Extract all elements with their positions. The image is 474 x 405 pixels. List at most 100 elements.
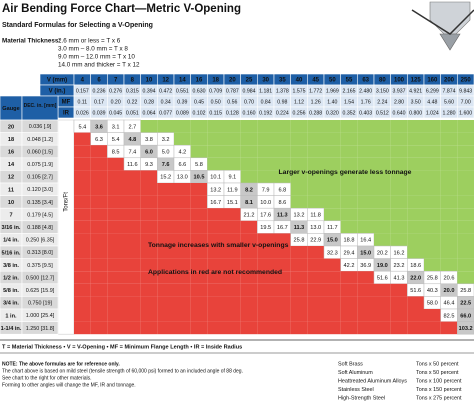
red-cell — [190, 296, 208, 309]
red-cell — [290, 283, 308, 297]
green-cell — [407, 170, 424, 183]
force-value: 9.3 — [145, 162, 153, 168]
red-cell — [257, 309, 274, 322]
annotation-red: Applications in red are not recommended — [148, 269, 282, 276]
red-cell — [124, 183, 141, 196]
gauge-label: Gauge — [2, 106, 19, 112]
green-cell — [290, 145, 308, 158]
green-cell — [440, 170, 458, 183]
header-mf: 0.39 — [177, 99, 187, 105]
red-cell — [274, 296, 291, 309]
force-value: 103.2 — [459, 326, 473, 332]
green-cell — [407, 233, 424, 246]
red-cell — [190, 309, 208, 322]
header-v-in: 0.787 — [226, 88, 239, 94]
red-cell — [107, 258, 124, 272]
red-cell — [140, 271, 158, 284]
red-cell — [324, 321, 341, 335]
green-cell — [457, 271, 474, 284]
material-factor: Tons x 50 percent — [416, 370, 459, 376]
header-v-in: 1.772 — [309, 88, 322, 94]
header-v-mm: 160 — [427, 78, 438, 84]
green-cell — [440, 120, 458, 133]
header-mf: 5.60 — [444, 99, 454, 105]
red-cell — [124, 309, 141, 322]
force-value: 13.2 — [294, 212, 305, 218]
red-cell — [440, 321, 458, 335]
green-cell — [324, 208, 341, 221]
red-cell — [257, 233, 274, 246]
red-cell — [124, 321, 141, 335]
material-name: Heattreated Aluminum Alloys — [338, 378, 407, 384]
red-cell — [124, 283, 141, 297]
green-cell — [407, 145, 424, 158]
green-cell — [357, 170, 374, 183]
red-cell — [340, 321, 358, 335]
red-cell — [90, 157, 108, 171]
red-cell — [190, 283, 208, 297]
header-v-in: 9.843 — [459, 88, 472, 94]
force-value: 18.8 — [344, 238, 355, 244]
red-cell — [324, 309, 341, 322]
red-cell — [174, 246, 191, 259]
red-cell — [207, 271, 224, 284]
green-cell — [357, 208, 374, 221]
red-cell — [190, 220, 208, 234]
red-cell — [174, 271, 191, 284]
force-value: 11.7 — [327, 225, 337, 231]
green-cell — [307, 183, 324, 196]
header-mf: 0.70 — [244, 99, 254, 105]
header-v-mm: 45 — [312, 78, 319, 84]
green-cell — [424, 195, 441, 209]
red-cell — [74, 258, 91, 272]
red-cell — [90, 283, 108, 297]
material-name: High-Strength Steel — [338, 395, 385, 401]
header-ir: 1.024 — [426, 110, 439, 116]
red-cell — [74, 271, 91, 284]
red-cell — [157, 321, 174, 335]
red-cell — [140, 195, 158, 209]
header-mf: 0.11 — [77, 99, 87, 105]
green-cell — [190, 132, 208, 146]
formula: 9.0 mm – 12.0 mm = T x 10 — [58, 54, 135, 61]
header-ir: 0.128 — [226, 110, 239, 116]
green-cell — [324, 183, 341, 196]
red-cell — [140, 321, 158, 335]
dec: 0.250 [6.35] — [26, 238, 55, 244]
force-value: 8.2 — [245, 187, 253, 193]
red-cell — [157, 283, 174, 297]
force-value: 16.2 — [394, 250, 405, 256]
header-ir: 0.115 — [209, 110, 222, 116]
red-cell — [307, 258, 324, 272]
gauge: 5/8 in. — [3, 288, 19, 294]
green-cell — [257, 132, 274, 146]
green-cell — [274, 170, 291, 183]
red-cell — [224, 321, 241, 335]
red-cell — [290, 258, 308, 272]
gauge: 10 — [8, 200, 14, 206]
gauge: 11 — [8, 187, 14, 193]
green-cell — [457, 208, 474, 221]
header-v-mm: 50 — [329, 78, 336, 84]
header-v-mm: 12 — [162, 78, 169, 84]
force-value: 3.8 — [145, 137, 153, 143]
red-cell — [324, 296, 341, 309]
green-cell — [374, 183, 391, 196]
green-cell — [407, 157, 424, 171]
green-cell — [440, 208, 458, 221]
force-value: 22.9 — [310, 238, 321, 244]
header-mf: 0.56 — [227, 99, 237, 105]
force-value: 16.7 — [210, 200, 221, 206]
red-cell — [290, 296, 308, 309]
red-cell — [207, 208, 224, 221]
green-cell — [424, 145, 441, 158]
gauge: 16 — [8, 149, 14, 155]
red-cell — [307, 296, 324, 309]
header-v-mm: 16 — [196, 78, 203, 84]
force-value: 8.1 — [245, 200, 253, 206]
red-cell — [174, 296, 191, 309]
force-value: 20.2 — [377, 250, 388, 256]
force-value: 16.7 — [277, 225, 288, 231]
header-v-in: 0.276 — [109, 88, 122, 94]
force-value: 7.9 — [262, 187, 270, 193]
